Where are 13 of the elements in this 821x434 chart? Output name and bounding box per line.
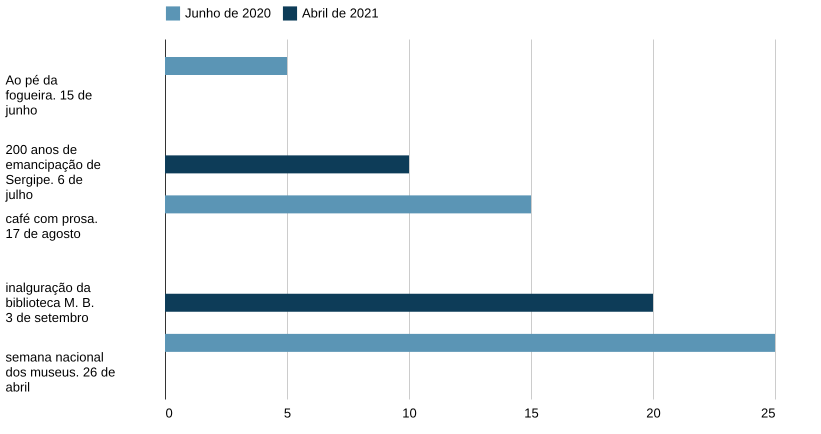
- x-tick-label: 25: [761, 406, 776, 420]
- y-tick-label: 200 anos de emancipação de Sergipe. 6 de julho: [4, 142, 101, 202]
- y-tick-label: Ao pé da fogueira. 15 de junho: [4, 72, 92, 118]
- x-tick-label: 10: [402, 406, 417, 420]
- legend-label: Junho de 2020: [185, 5, 272, 20]
- x-tick-label: 5: [284, 406, 292, 420]
- y-tick-label: inalguração da biblioteca M. B. 3 de setembro: [6, 280, 94, 326]
- x-tick-label: 0: [166, 406, 173, 420]
- y-tick-label: café com prosa. 17 de agosto: [6, 211, 98, 241]
- x-tick-label: 20: [646, 406, 661, 420]
- y-tick-label: semana nacional dos museus. 26 de abril: [6, 349, 116, 394]
- legend-label: Abril de 2021: [302, 5, 379, 20]
- x-tick-label: 15: [524, 406, 539, 420]
